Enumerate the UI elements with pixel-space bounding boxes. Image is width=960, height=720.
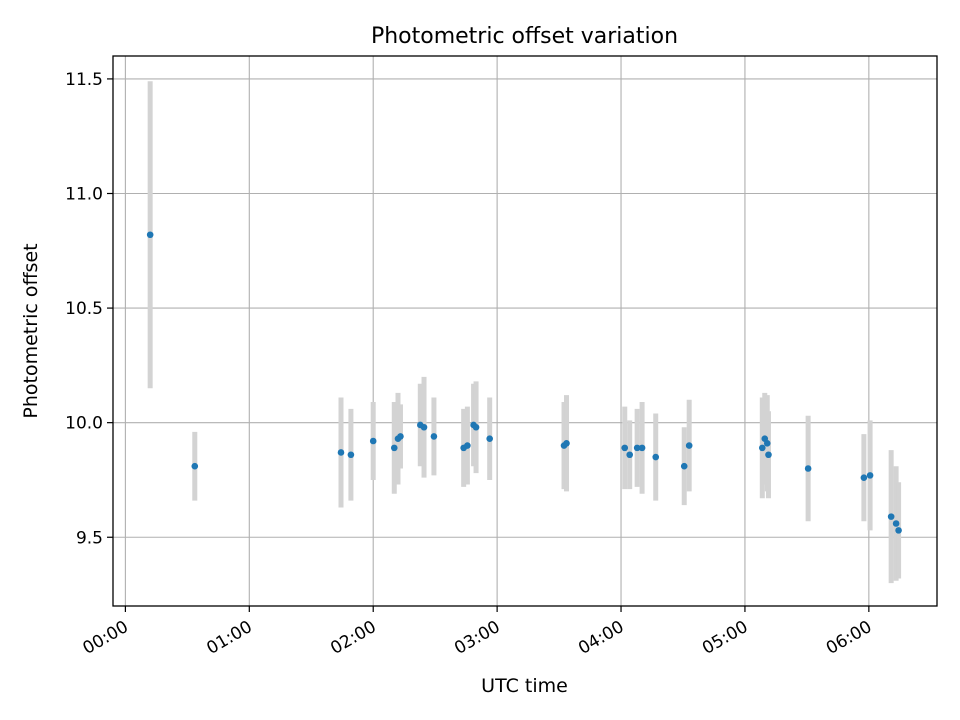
data-point: [866, 472, 874, 479]
data-point: [860, 474, 868, 481]
data-point: [369, 437, 377, 445]
data-point: [397, 433, 404, 440]
data-point: [621, 444, 629, 452]
data-point: [472, 423, 480, 431]
data-point: [626, 451, 634, 459]
grid-layer: [113, 56, 937, 606]
data-point: [895, 527, 902, 534]
y-tick-label: 10.0: [65, 414, 103, 434]
plot-frame: [112, 55, 938, 607]
y-tick-label: 10.5: [65, 299, 103, 319]
data-point: [887, 513, 895, 520]
data-point: [763, 439, 771, 447]
data-point: [652, 453, 660, 461]
data-point: [337, 449, 345, 456]
chart-title: Photometric offset variation: [371, 24, 678, 49]
data-point: [758, 444, 766, 452]
data-point: [804, 465, 812, 472]
data-point: [633, 444, 641, 452]
point-layer: [146, 231, 902, 534]
data-point: [146, 231, 154, 239]
data-point: [638, 444, 646, 452]
data-point: [390, 444, 398, 452]
data-point: [685, 442, 693, 449]
data-point: [464, 442, 471, 449]
data-point: [765, 451, 772, 459]
y-tick-label: 11.5: [65, 70, 103, 90]
data-point: [680, 462, 688, 470]
y-tick-label: 9.5: [76, 528, 103, 548]
data-point: [347, 451, 355, 459]
data-point: [420, 423, 428, 431]
x-axis-label: UTC time: [481, 675, 568, 697]
data-point: [486, 435, 493, 443]
y-tick-label: 11.0: [65, 185, 103, 205]
data-point: [430, 433, 438, 440]
data-point: [191, 462, 199, 470]
y-axis-label: Photometric offset: [20, 243, 42, 418]
data-point: [563, 439, 570, 447]
data-point: [892, 520, 900, 527]
